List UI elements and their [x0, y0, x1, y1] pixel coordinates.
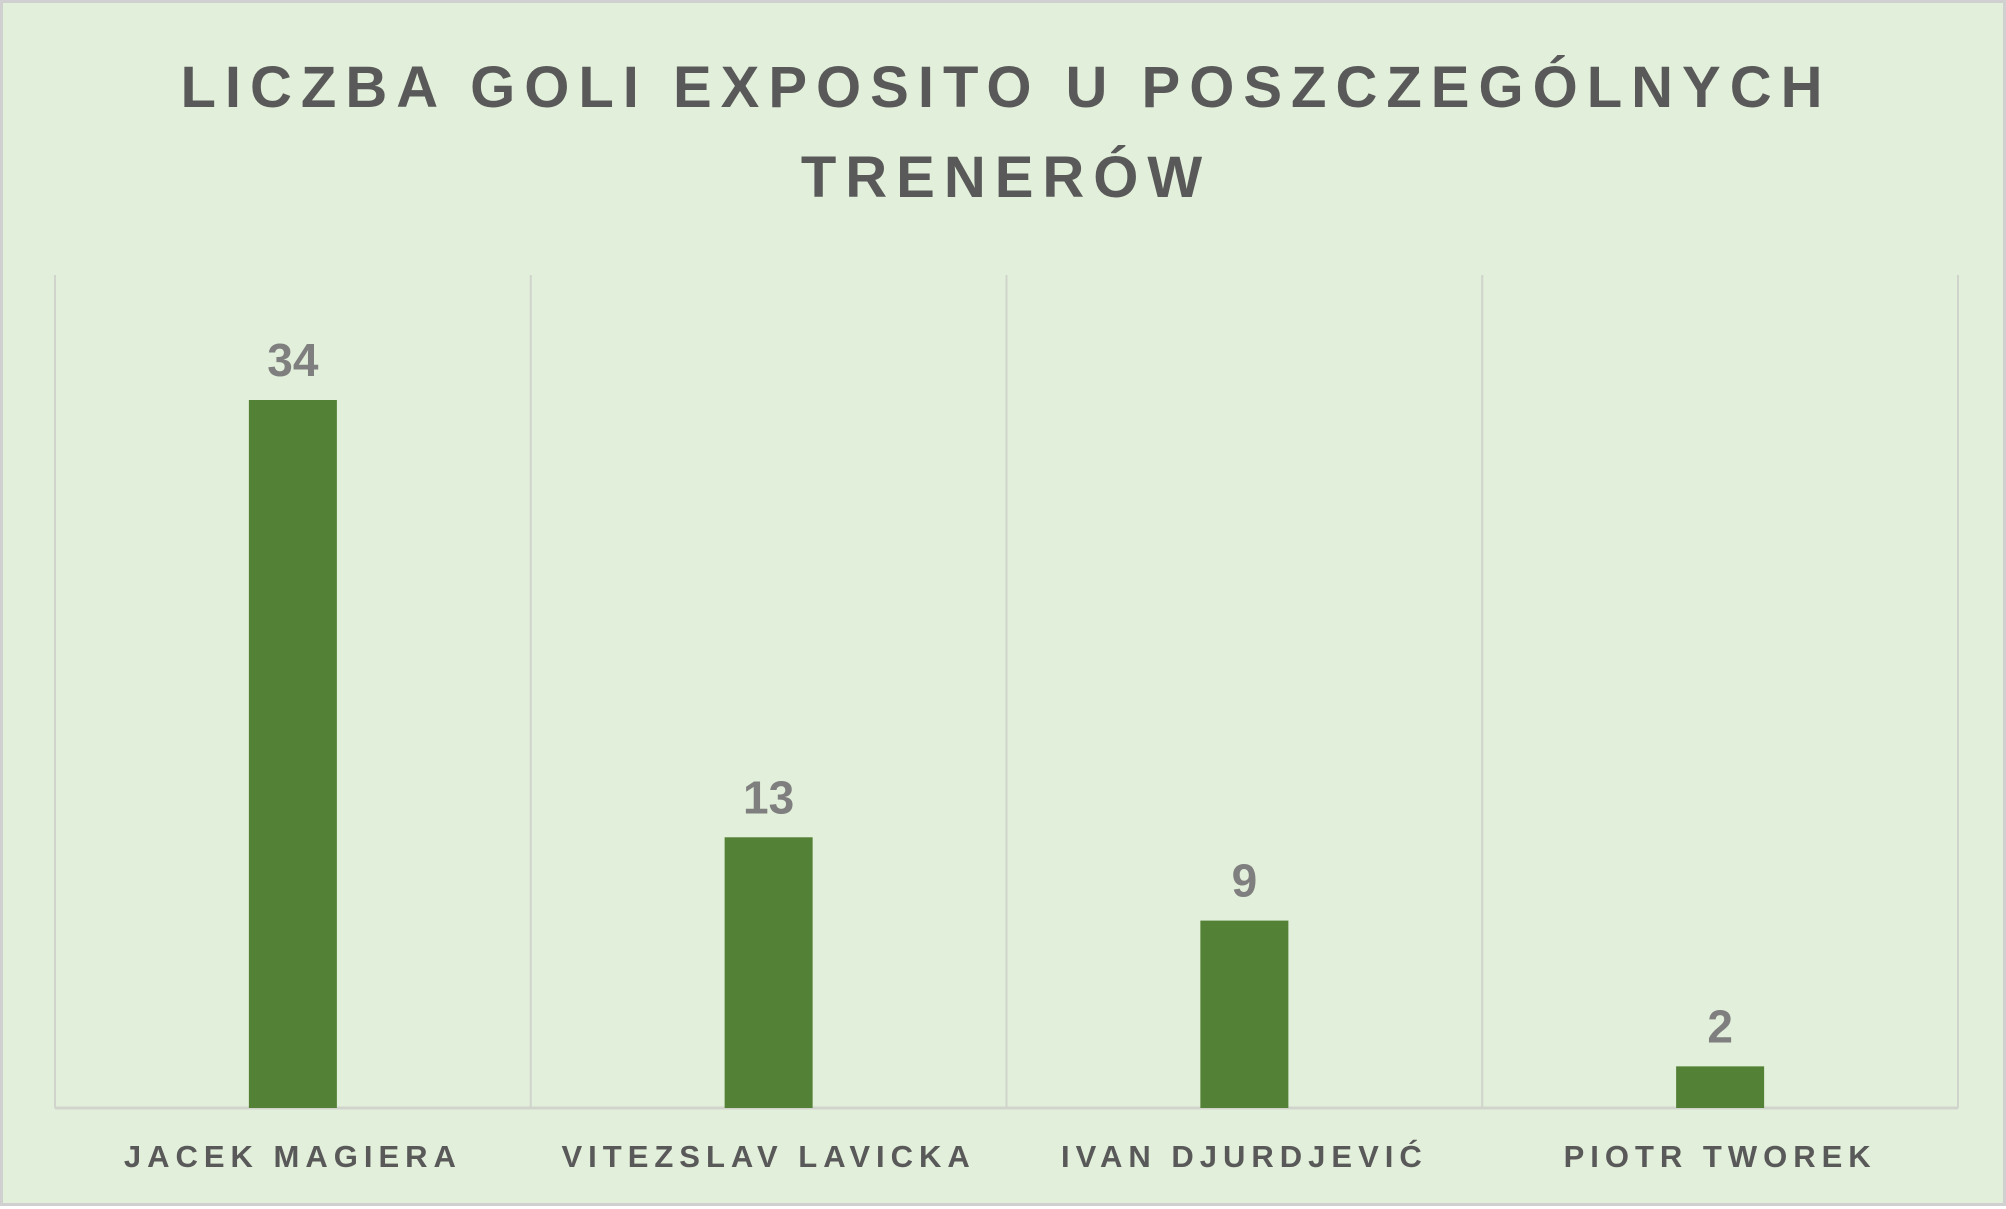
chart-title-line-1: LICZBA GOLI EXPOSITO U POSZCZEGÓLNYCH: [181, 55, 1832, 120]
gridlines: [54, 275, 1959, 1110]
category-label-1: JACEK MAGIERA: [124, 1139, 462, 1174]
category-label-2: VITEZSLAV LAVICKA: [561, 1139, 975, 1174]
data-label-2: 13: [743, 771, 794, 823]
bar-3: [1200, 920, 1289, 1108]
chart-title-line-2: TRENERÓW: [801, 145, 1211, 210]
bars: [248, 400, 1765, 1108]
bar-4: [1676, 1066, 1765, 1108]
category-label-4: PIOTR TWOREK: [1564, 1139, 1877, 1174]
data-label-1: 34: [267, 334, 319, 386]
data-label-3: 9: [1232, 855, 1258, 907]
category-axis-labels: JACEK MAGIERA VITEZSLAV LAVICKA IVAN DJURD…: [124, 1138, 1877, 1174]
bar-2: [724, 837, 813, 1108]
bar-1: [248, 400, 337, 1108]
category-label-3: IVAN DJURDJEVIĆ: [1061, 1138, 1428, 1174]
data-labels: 34 13 9 2: [267, 334, 1733, 1052]
bar-chart: LICZBA GOLI EXPOSITO U POSZCZEGÓLNYCH TR…: [54, 55, 1959, 1174]
data-label-4: 2: [1707, 1000, 1733, 1052]
